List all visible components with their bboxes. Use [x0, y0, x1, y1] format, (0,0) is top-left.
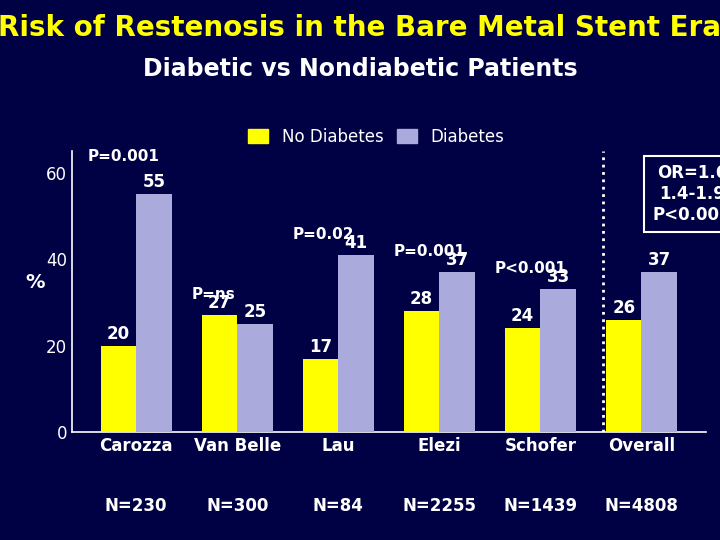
Bar [136, 194, 171, 432]
Text: 28: 28 [410, 290, 433, 308]
Bar [237, 324, 273, 432]
Bar [541, 289, 576, 432]
Text: 41: 41 [344, 234, 367, 252]
Text: N=2255: N=2255 [402, 497, 477, 515]
Text: P=ns: P=ns [192, 287, 235, 302]
Text: 17: 17 [309, 338, 332, 355]
Bar [642, 272, 677, 432]
Text: N=300: N=300 [206, 497, 269, 515]
Text: N=1439: N=1439 [503, 497, 577, 515]
Text: 27: 27 [208, 294, 231, 312]
Bar [202, 315, 237, 432]
Text: P=0.001: P=0.001 [394, 244, 466, 259]
Text: 33: 33 [546, 268, 570, 286]
Text: P=0.02: P=0.02 [293, 227, 354, 242]
Text: 37: 37 [446, 251, 469, 269]
Text: 25: 25 [243, 303, 266, 321]
Text: OR=1.6
1.4-1.9
P<0.001: OR=1.6 1.4-1.9 P<0.001 [653, 164, 720, 224]
Bar [505, 328, 541, 432]
Text: P<0.001: P<0.001 [495, 261, 567, 276]
Text: 20: 20 [107, 325, 130, 342]
Text: N=230: N=230 [105, 497, 168, 515]
Y-axis label: %: % [25, 273, 45, 292]
Bar [404, 311, 439, 432]
Text: 55: 55 [143, 173, 166, 191]
Bar [606, 320, 642, 432]
Text: 26: 26 [612, 299, 635, 316]
Legend: No Diabetes, Diabetes: No Diabetes, Diabetes [243, 123, 509, 151]
Bar [101, 346, 136, 432]
Text: P=0.001: P=0.001 [88, 149, 160, 164]
Text: Risk of Restenosis in the Bare Metal Stent Era: Risk of Restenosis in the Bare Metal Ste… [0, 14, 720, 42]
Text: N=4808: N=4808 [605, 497, 678, 515]
Text: 37: 37 [647, 251, 671, 269]
Bar [439, 272, 474, 432]
Text: 24: 24 [511, 307, 534, 325]
Text: N=84: N=84 [312, 497, 364, 515]
Text: Diabetic vs Nondiabetic Patients: Diabetic vs Nondiabetic Patients [143, 57, 577, 80]
Bar [303, 359, 338, 432]
Bar [338, 255, 374, 432]
